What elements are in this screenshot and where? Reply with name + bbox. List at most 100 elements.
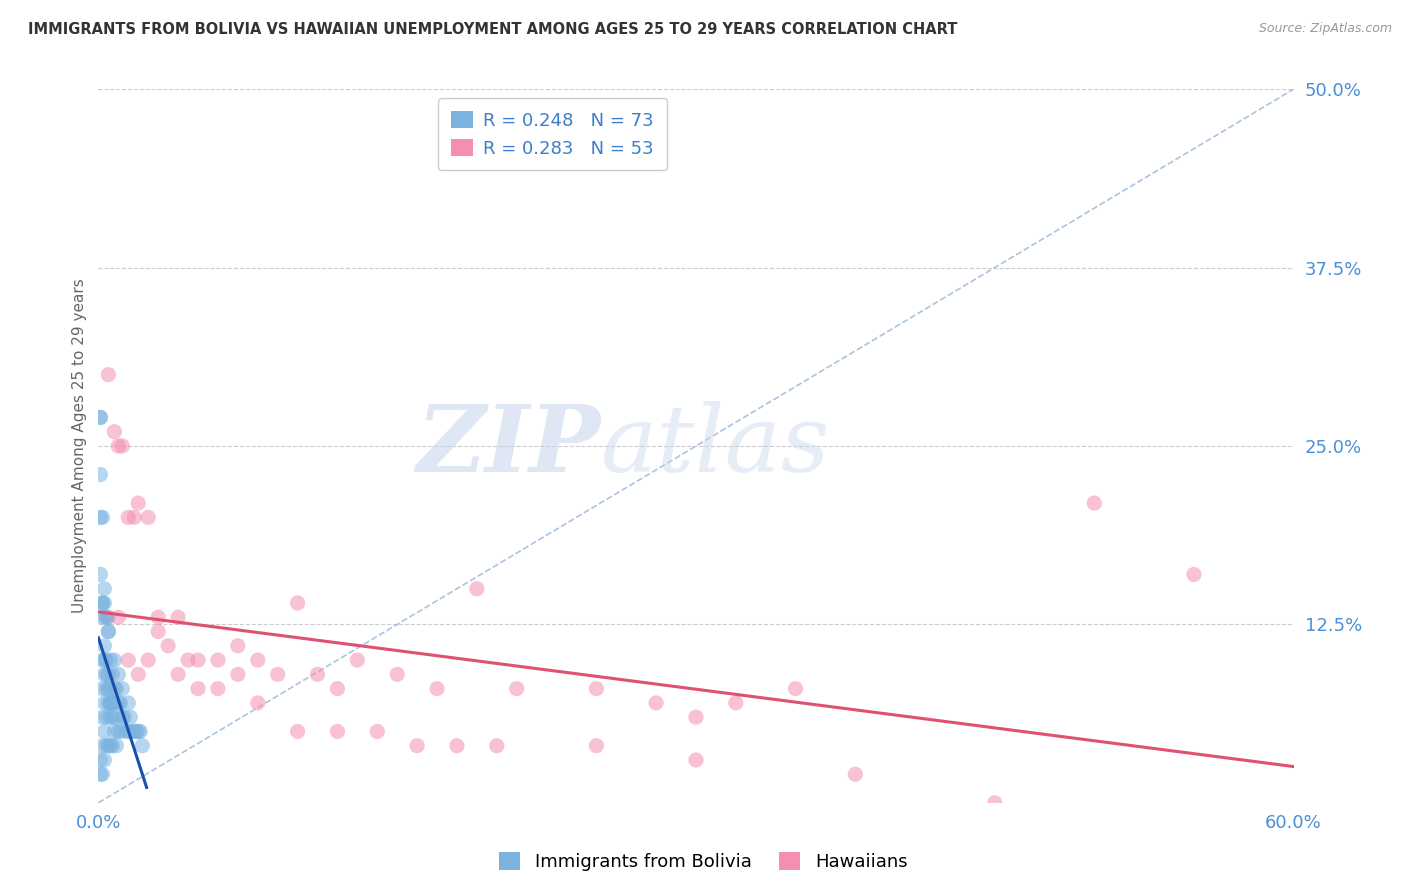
Point bbox=[96, 610, 118, 624]
Point bbox=[101, 667, 124, 681]
Point bbox=[97, 624, 120, 639]
Point bbox=[207, 653, 229, 667]
Point bbox=[366, 724, 388, 739]
Text: IMMIGRANTS FROM BOLIVIA VS HAWAIIAN UNEMPLOYMENT AMONG AGES 25 TO 29 YEARS CORRE: IMMIGRANTS FROM BOLIVIA VS HAWAIIAN UNEM… bbox=[28, 22, 957, 37]
Point bbox=[91, 767, 114, 781]
Legend: R = 0.248   N = 73, R = 0.283   N = 53: R = 0.248 N = 73, R = 0.283 N = 53 bbox=[439, 98, 666, 170]
Point bbox=[89, 467, 111, 482]
Point bbox=[187, 681, 209, 696]
Point bbox=[91, 710, 114, 724]
Point bbox=[127, 667, 149, 681]
Point bbox=[307, 667, 329, 681]
Point bbox=[107, 610, 129, 624]
Point bbox=[117, 696, 139, 710]
Point bbox=[984, 796, 1007, 810]
Point bbox=[110, 696, 132, 710]
Point bbox=[129, 724, 152, 739]
Point bbox=[96, 681, 118, 696]
Point bbox=[127, 724, 149, 739]
Point bbox=[91, 681, 114, 696]
Point bbox=[124, 724, 146, 739]
Point bbox=[96, 653, 118, 667]
Point bbox=[101, 739, 124, 753]
Point bbox=[426, 681, 449, 696]
Point bbox=[111, 681, 134, 696]
Point bbox=[585, 681, 607, 696]
Point bbox=[97, 368, 120, 382]
Point bbox=[101, 710, 124, 724]
Point bbox=[93, 667, 115, 681]
Point bbox=[326, 681, 349, 696]
Point bbox=[111, 439, 134, 453]
Y-axis label: Unemployment Among Ages 25 to 29 years: Unemployment Among Ages 25 to 29 years bbox=[72, 278, 87, 614]
Point bbox=[105, 681, 128, 696]
Point bbox=[645, 696, 668, 710]
Point bbox=[97, 610, 120, 624]
Point bbox=[105, 739, 128, 753]
Point bbox=[89, 767, 111, 781]
Point bbox=[97, 696, 120, 710]
Point bbox=[246, 696, 269, 710]
Point bbox=[91, 610, 114, 624]
Point bbox=[98, 710, 122, 724]
Point bbox=[110, 724, 132, 739]
Point bbox=[96, 739, 118, 753]
Point bbox=[124, 510, 146, 524]
Point bbox=[117, 653, 139, 667]
Point bbox=[326, 724, 349, 739]
Point bbox=[346, 653, 368, 667]
Point bbox=[97, 667, 120, 681]
Point bbox=[167, 667, 190, 681]
Point bbox=[115, 724, 138, 739]
Point bbox=[844, 767, 866, 781]
Point bbox=[117, 510, 139, 524]
Point bbox=[1083, 496, 1105, 510]
Point bbox=[167, 610, 190, 624]
Point bbox=[585, 739, 607, 753]
Point bbox=[98, 681, 122, 696]
Point bbox=[97, 681, 120, 696]
Point bbox=[136, 510, 159, 524]
Point bbox=[91, 510, 114, 524]
Point bbox=[485, 739, 508, 753]
Point bbox=[117, 724, 139, 739]
Point bbox=[93, 696, 115, 710]
Point bbox=[287, 596, 309, 610]
Point bbox=[107, 696, 129, 710]
Point bbox=[93, 596, 115, 610]
Point bbox=[406, 739, 429, 753]
Point bbox=[685, 710, 707, 724]
Point bbox=[98, 696, 122, 710]
Point bbox=[785, 681, 807, 696]
Point bbox=[246, 653, 269, 667]
Point bbox=[685, 753, 707, 767]
Point bbox=[121, 724, 143, 739]
Text: atlas: atlas bbox=[600, 401, 830, 491]
Point bbox=[1182, 567, 1205, 582]
Point bbox=[465, 582, 488, 596]
Point bbox=[103, 696, 125, 710]
Point bbox=[103, 653, 125, 667]
Point bbox=[187, 653, 209, 667]
Point bbox=[96, 667, 118, 681]
Point bbox=[112, 710, 135, 724]
Point bbox=[724, 696, 747, 710]
Point bbox=[103, 681, 125, 696]
Point bbox=[91, 596, 114, 610]
Point bbox=[506, 681, 529, 696]
Point bbox=[131, 739, 153, 753]
Point bbox=[93, 724, 115, 739]
Point bbox=[97, 624, 120, 639]
Point bbox=[93, 582, 115, 596]
Point bbox=[101, 696, 124, 710]
Point bbox=[226, 667, 249, 681]
Point bbox=[125, 724, 148, 739]
Point bbox=[93, 639, 115, 653]
Point bbox=[101, 696, 124, 710]
Point bbox=[96, 610, 118, 624]
Text: Source: ZipAtlas.com: Source: ZipAtlas.com bbox=[1258, 22, 1392, 36]
Point bbox=[103, 425, 125, 439]
Point bbox=[107, 724, 129, 739]
Point bbox=[136, 653, 159, 667]
Point bbox=[91, 739, 114, 753]
